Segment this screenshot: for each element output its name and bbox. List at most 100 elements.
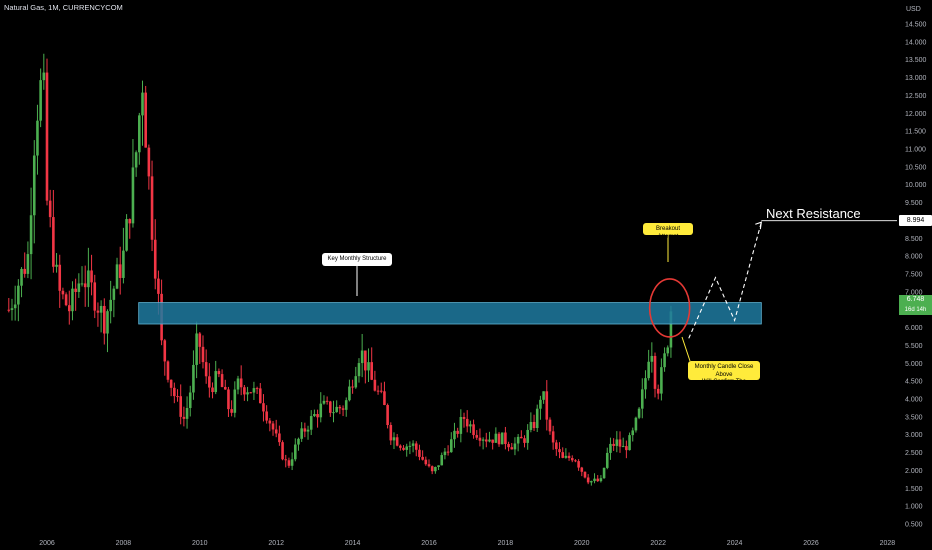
resistance-zone-layer: [138, 302, 762, 325]
confirm-breakout-label: Monthly Candle Close Above Will Confirm …: [688, 361, 760, 393]
candle-body: [640, 389, 644, 409]
candle-body: [344, 400, 348, 410]
candle-body: [103, 305, 106, 334]
next-resistance-price-tag: 8.994: [899, 215, 932, 226]
candle-body: [383, 391, 386, 406]
candle-body: [427, 464, 431, 467]
candle-body: [313, 413, 316, 417]
candle-body: [144, 92, 147, 148]
price-tick-label: 4.000: [905, 397, 923, 404]
price-tick-label: 12.000: [905, 111, 927, 118]
candle-body: [67, 305, 71, 312]
price-tick-label: 13.000: [905, 75, 927, 82]
candle-body: [437, 465, 440, 467]
candle-body: [233, 389, 237, 413]
candle-body: [539, 399, 542, 409]
candle-body: [74, 288, 77, 292]
candle-body: [319, 403, 323, 418]
candle-body: [590, 481, 593, 483]
candle-body: [335, 406, 338, 413]
price-tick-label: 6.000: [905, 325, 923, 332]
candle-countdown: 16d 14h: [904, 307, 927, 313]
candle-body: [449, 439, 453, 453]
candle-body: [179, 396, 182, 417]
price-tick-label: 3.500: [905, 414, 923, 421]
candle-body: [405, 446, 409, 450]
candle-body: [357, 363, 361, 377]
price-tick-label: 14.500: [905, 22, 927, 29]
last-price-tag: 6.748 16d 14h: [899, 295, 932, 315]
price-tick-label: 8.500: [905, 236, 923, 243]
candle-body: [341, 408, 345, 410]
candle-body: [7, 309, 11, 311]
candle-body: [516, 436, 520, 444]
candle-body: [290, 459, 294, 466]
candle-body: [408, 445, 412, 447]
candle-body: [166, 361, 170, 380]
candle-body: [555, 442, 558, 450]
candle-body: [644, 378, 647, 390]
price-axis[interactable]: USD 14.500 14.000 13.500 13.000 12.500 12.000 1…: [905, 6, 927, 529]
candle-body: [278, 433, 281, 443]
price-tick-label: 9.500: [905, 200, 923, 207]
candle-body: [163, 340, 167, 362]
candle-body: [153, 239, 157, 279]
candle-body: [558, 449, 561, 453]
candle-body: [188, 392, 192, 409]
candle-body: [99, 305, 103, 313]
candle-body: [370, 362, 373, 380]
candle-body: [462, 417, 466, 419]
candle-body: [469, 424, 472, 427]
candle-body: [55, 264, 58, 267]
candle-body: [32, 155, 36, 216]
candle-body: [195, 333, 198, 365]
last-price-value: 6.748: [906, 296, 925, 303]
candle-body: [239, 378, 243, 388]
candle-body: [297, 438, 300, 445]
candle-body: [446, 451, 450, 453]
breakout-attempt-label: Breakout Attempt: [643, 223, 693, 240]
candle-body: [430, 466, 434, 472]
candle-body: [115, 264, 119, 289]
candle-body: [58, 264, 62, 291]
time-axis[interactable]: 2006 2008 2010 2012 2014 2016 2018 2020 2022 2024…: [39, 540, 895, 547]
price-tick-label: 8.000: [905, 254, 923, 261]
price-tick-label: 7.500: [905, 272, 923, 279]
candle-body: [185, 408, 189, 419]
time-tick-label: 2026: [803, 540, 819, 547]
candle-body: [211, 387, 214, 393]
overlay-layer: [356, 220, 897, 362]
candle-body: [481, 439, 485, 441]
candle-body: [634, 417, 638, 431]
candle-body: [173, 387, 176, 397]
candle-body: [532, 421, 536, 429]
candle-body: [125, 219, 128, 251]
candle-body: [252, 388, 256, 393]
time-tick-label: 2008: [116, 540, 132, 547]
candle-body: [653, 355, 657, 389]
candle-body: [612, 443, 615, 446]
candle-body: [227, 389, 230, 410]
time-tick-label: 2016: [421, 540, 437, 547]
price-tick-label: 14.000: [905, 39, 927, 46]
candle-body: [329, 401, 332, 413]
candle-body: [274, 429, 278, 434]
candle-body: [418, 449, 421, 457]
candle-body: [90, 270, 93, 283]
candle-body: [660, 367, 663, 394]
candle-body: [147, 147, 151, 177]
candle-body: [316, 413, 319, 418]
candle-body: [128, 219, 132, 224]
candle-body: [656, 388, 660, 394]
candle-body: [513, 443, 517, 450]
candle-body: [325, 400, 329, 402]
breakout-circle: [648, 278, 691, 338]
candle-body: [300, 428, 303, 439]
key-structure-label: Key Monthly Structure: [322, 253, 392, 266]
candle-body: [13, 304, 17, 309]
candle-body: [615, 439, 619, 446]
candle-body: [625, 446, 628, 451]
candle-body: [281, 442, 284, 460]
candle-body: [475, 435, 479, 438]
